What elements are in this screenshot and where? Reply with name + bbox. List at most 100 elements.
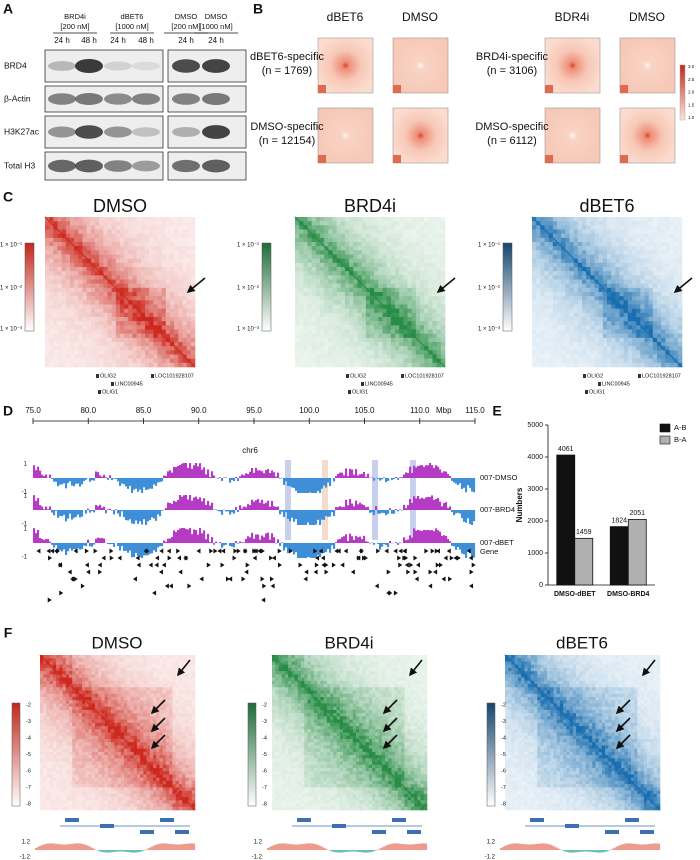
heatmap-cell: [436, 308, 442, 314]
compartment-signal: [111, 478, 114, 481]
compartment-signal: [331, 543, 334, 546]
heatmap-cell: [324, 225, 329, 230]
heatmap-cell: [161, 258, 167, 264]
heatmap-cell: [590, 262, 595, 268]
heatmap-cell: [165, 283, 171, 289]
compartment-signal: [413, 496, 416, 510]
heatmap-cell: [577, 329, 583, 334]
heatmap-cell: [145, 329, 150, 334]
heatmap-cell: [573, 271, 579, 276]
heatmap-cell: [532, 258, 537, 264]
heatmap-cell: [594, 275, 599, 280]
heatmap-cell: [336, 333, 342, 339]
heatmap-cell: [186, 262, 192, 268]
heatmap-cell: [115, 354, 121, 359]
heatmap-cell: [190, 225, 196, 230]
heatmap-cell: [623, 242, 629, 247]
compartment-signal: [437, 466, 440, 478]
heatmap-cell: [378, 304, 383, 309]
heatmap-cell: [361, 279, 367, 284]
heatmap-cell: [619, 296, 624, 301]
heatmap-cell: [149, 287, 154, 293]
heatmap-cell: [420, 246, 425, 251]
heatmap-cell: [303, 267, 308, 272]
gene-arrow: [148, 562, 153, 568]
heatmap-cell: [627, 262, 633, 268]
heatmap-cell: [640, 308, 645, 314]
heatmap-cell: [145, 362, 150, 368]
compartment-signal: [191, 534, 194, 543]
heatmap-cell: [161, 283, 167, 289]
heatmap-cell: [303, 325, 308, 330]
heatmap-cell: [365, 217, 371, 222]
compartment-signal: [381, 478, 384, 480]
heatmap-cell: [586, 346, 591, 351]
heatmap-cell: [644, 321, 649, 326]
heatmap-cell: [399, 312, 404, 318]
heatmap-cell: [324, 358, 329, 364]
heatmap-cell: [86, 217, 92, 222]
heatmap-cell: [120, 246, 125, 251]
heatmap-cell: [548, 342, 554, 347]
heatmap-cell: [569, 308, 574, 314]
compartment-signal: [205, 504, 208, 510]
heatmap-cell: [132, 229, 137, 234]
bar: [574, 537, 594, 586]
heatmap-cell: [49, 337, 54, 343]
compartment-signal: [169, 538, 172, 543]
heatmap-cell: [370, 262, 375, 268]
compartment-signal: [379, 510, 382, 514]
heatmap-cell: [673, 362, 679, 368]
heatmap-cell: [378, 254, 383, 259]
heatmap-cell: [602, 217, 608, 222]
heatmap-cell: [157, 267, 162, 272]
compartment-signal: [381, 510, 384, 513]
heatmap-cell: [673, 254, 679, 259]
heatmap-cell: [70, 317, 75, 322]
compartment-signal: [463, 543, 466, 555]
heatmap-cell: [320, 337, 325, 343]
heatmap-cell: [357, 321, 362, 326]
compartment-signal: [255, 467, 258, 478]
heatmap-cell: [74, 225, 79, 230]
heatmap-cell: [378, 287, 383, 293]
heatmap-cell: [53, 271, 58, 276]
compartment-signal: [91, 478, 94, 481]
heatmap-cell: [149, 317, 154, 322]
compartment-signal: [147, 510, 150, 522]
heatmap-cell: [115, 242, 121, 247]
heatmap-cell: [324, 337, 329, 343]
compartment-signal: [227, 510, 230, 512]
heatmap-cell: [182, 246, 187, 251]
compartment-signal: [175, 466, 178, 478]
heatmap-cell: [299, 279, 304, 284]
heatmap-cell: [386, 304, 392, 309]
compartment-signal: [59, 478, 62, 485]
heatmap-cell: [411, 321, 417, 326]
heatmap-cell: [407, 262, 412, 268]
heatmap-cell: [657, 237, 662, 243]
heatmap-cell: [623, 254, 629, 259]
heatmap-cell: [86, 300, 92, 305]
compartment-signal: [443, 535, 446, 543]
heatmap-cell: [440, 325, 446, 330]
heatmap-cell: [145, 279, 150, 284]
heatmap-cell: [407, 304, 412, 309]
heatmap-cell: [395, 275, 400, 280]
heatmap-cell: [357, 333, 362, 339]
heatmap-cell: [636, 325, 641, 330]
heatmap-cell: [569, 233, 574, 239]
heatmap-cell: [328, 317, 333, 322]
heatmap-cell: [153, 271, 158, 276]
heatmap-cell: [157, 225, 162, 230]
heatmap-cell: [153, 287, 158, 293]
heatmap-cell: [607, 337, 612, 343]
heatmap-cell: [395, 267, 400, 272]
heatmap-cell: [74, 221, 79, 226]
heatmap-cell: [665, 246, 670, 251]
heatmap-cell: [70, 358, 75, 364]
heatmap-cell: [374, 362, 379, 368]
heatmap-cell: [586, 233, 591, 239]
heatmap-cell: [415, 271, 421, 276]
heatmap-cell: [124, 246, 129, 251]
